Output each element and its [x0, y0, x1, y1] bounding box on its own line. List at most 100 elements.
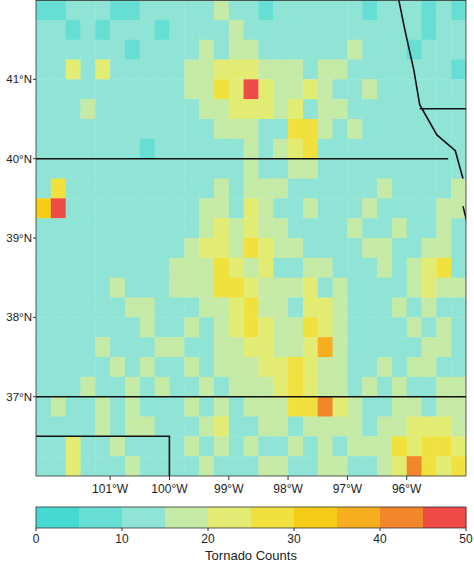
heat-cell [362, 99, 377, 119]
heat-cell [318, 79, 333, 99]
heat-cell [229, 20, 244, 40]
heat-cell [362, 139, 377, 159]
heat-cell [288, 278, 303, 298]
heat-cell [169, 238, 184, 258]
heat-cell [80, 377, 95, 397]
heat-cell [95, 20, 110, 40]
heat-cell [288, 119, 303, 139]
colorbar-tick-label: 0 [33, 532, 40, 546]
heat-cell [214, 218, 229, 238]
heat-cell [66, 119, 81, 139]
heat-cell [80, 0, 95, 20]
heat-cell [347, 60, 362, 80]
heat-cell [436, 79, 451, 99]
heat-cell [66, 337, 81, 357]
colorbar-tick-label: 10 [115, 532, 129, 546]
heat-cell [377, 119, 392, 139]
heat-cell [451, 20, 466, 40]
heat-cell [258, 179, 273, 199]
colorbar-bin [251, 507, 294, 528]
heat-cell [66, 218, 81, 238]
heat-cell [318, 456, 333, 476]
heat-cell [407, 298, 422, 318]
heat-cell [199, 337, 214, 357]
heat-cell [436, 317, 451, 337]
heat-cell [184, 119, 199, 139]
heat-cell [214, 238, 229, 258]
heat-cell [95, 278, 110, 298]
heat-cell [244, 258, 259, 278]
heat-cell [155, 60, 170, 80]
heat-cell [36, 278, 51, 298]
heat-cell [392, 198, 407, 218]
heat-cell [184, 377, 199, 397]
state-borders [36, 0, 466, 476]
heat-cell [155, 0, 170, 20]
heat-cell [258, 417, 273, 437]
heat-cell [303, 218, 318, 238]
heat-cell [199, 377, 214, 397]
heat-cell [407, 377, 422, 397]
heat-cell [184, 79, 199, 99]
x-tick-label: 99°W [214, 482, 244, 496]
heat-cell [244, 317, 259, 337]
heat-cell [288, 317, 303, 337]
heat-cell [51, 99, 66, 119]
heat-cell [258, 357, 273, 377]
heat-cell [377, 198, 392, 218]
heat-cell [169, 218, 184, 238]
heat-cell [110, 377, 125, 397]
heat-cell [451, 0, 466, 20]
heat-cell [244, 436, 259, 456]
heat-cell [392, 179, 407, 199]
heat-cell [303, 298, 318, 318]
colorbar-label: Tornado Counts [205, 548, 297, 563]
heat-cell [155, 159, 170, 179]
heat-cell [258, 317, 273, 337]
heat-cell [333, 179, 348, 199]
heat-cell [451, 298, 466, 318]
heat-cell [392, 278, 407, 298]
heat-cell [333, 40, 348, 60]
heat-cell [273, 60, 288, 80]
x-tick-label: 100°W [151, 482, 188, 496]
heat-cell [214, 79, 229, 99]
heat-cell [51, 40, 66, 60]
heat-cell [333, 159, 348, 179]
heat-cell [80, 179, 95, 199]
heat-cell [288, 0, 303, 20]
heat-cell [288, 377, 303, 397]
heat-cell [244, 218, 259, 238]
heat-cell [273, 278, 288, 298]
heat-cell [199, 436, 214, 456]
heat-cell [377, 337, 392, 357]
heat-cell [422, 298, 437, 318]
heat-cell [392, 456, 407, 476]
heat-cell [169, 357, 184, 377]
heat-cell [377, 377, 392, 397]
heat-cell [273, 317, 288, 337]
heat-cell [125, 159, 140, 179]
heat-cell [36, 179, 51, 199]
heat-cell [51, 139, 66, 159]
heat-cell [155, 298, 170, 318]
heat-cell [318, 119, 333, 139]
heat-cell [51, 417, 66, 437]
heat-cell [392, 417, 407, 437]
heat-cell [66, 198, 81, 218]
heat-cell [184, 20, 199, 40]
heat-cell [422, 79, 437, 99]
heat-cell [184, 0, 199, 20]
heat-cell [155, 179, 170, 199]
heat-cell [273, 40, 288, 60]
heat-cell [333, 20, 348, 40]
heat-cell [333, 317, 348, 337]
heat-cell [155, 417, 170, 437]
heat-cell [362, 417, 377, 437]
heat-cell [95, 198, 110, 218]
heat-cell [422, 179, 437, 199]
heat-cell [125, 337, 140, 357]
heat-cell [80, 119, 95, 139]
heat-cell [95, 298, 110, 318]
heat-cell [436, 159, 451, 179]
